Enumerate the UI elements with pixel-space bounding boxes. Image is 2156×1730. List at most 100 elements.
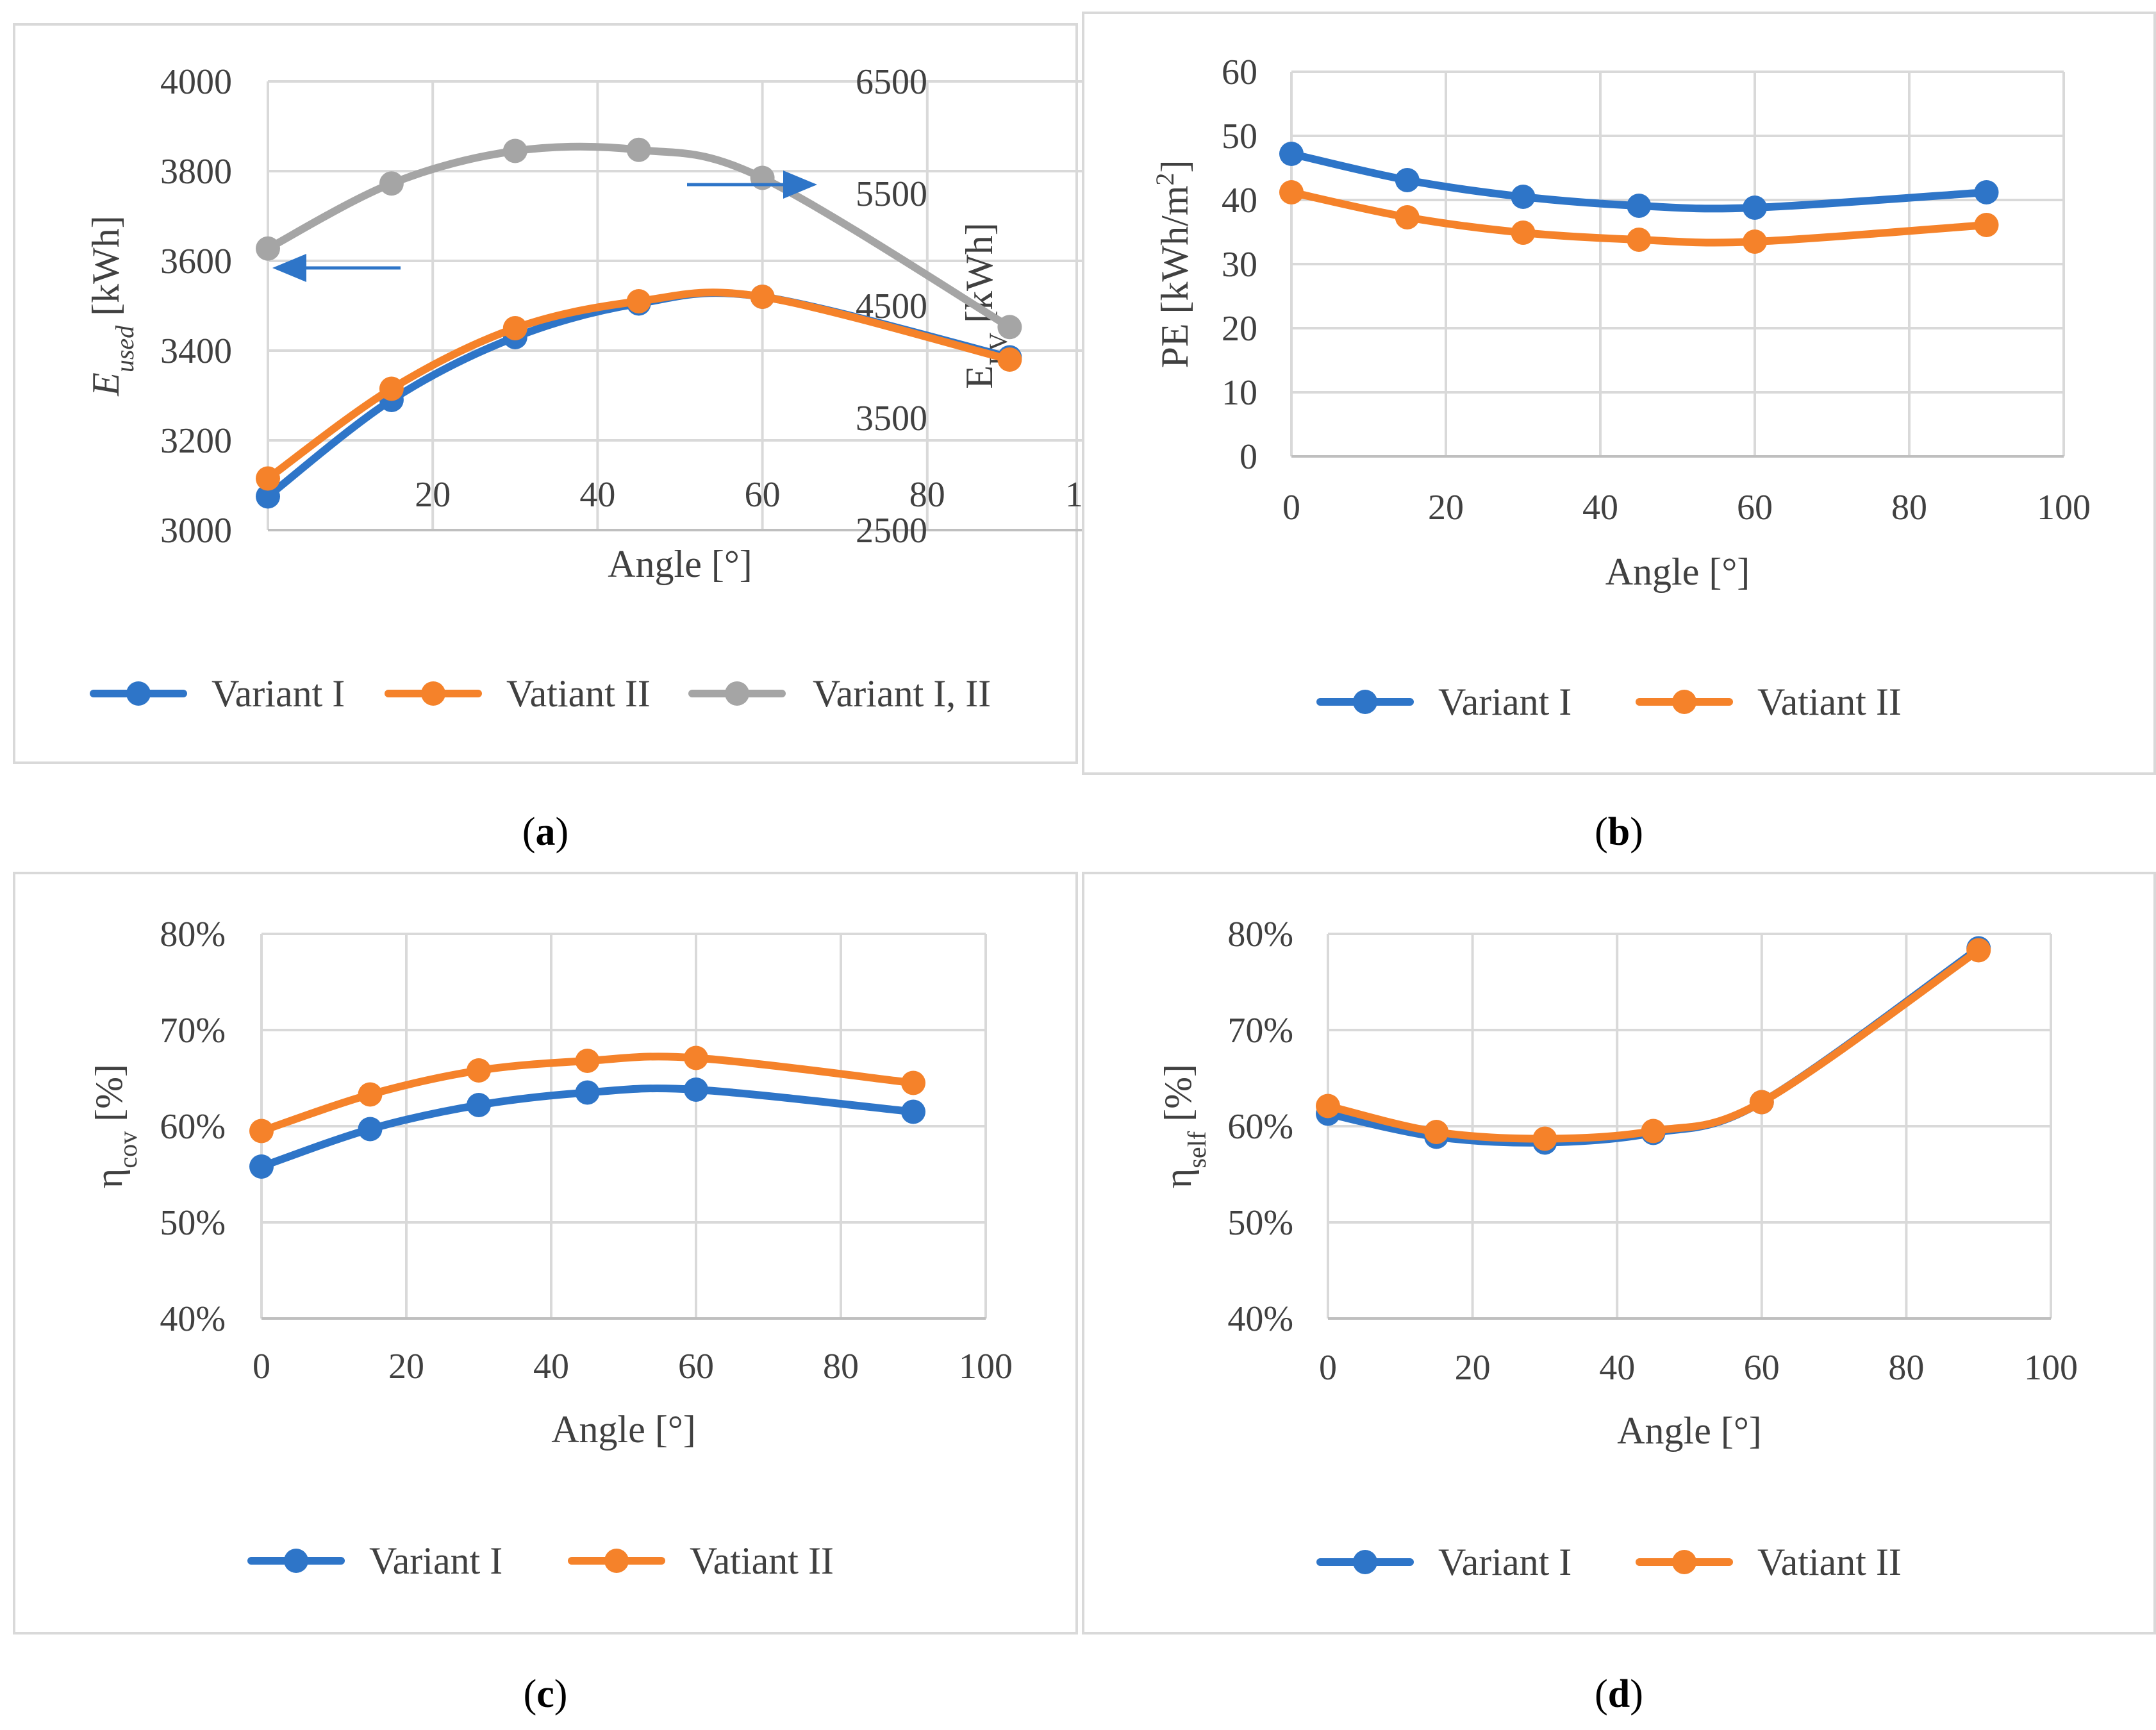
y2-tick-label: 5500 — [856, 174, 927, 214]
x-tick-label: 80 — [823, 1347, 859, 1386]
x-tick-label: 100 — [2024, 1348, 2078, 1388]
caption-letter: b — [1608, 810, 1630, 854]
y-axis-title-unit: [kWh] — [85, 215, 127, 326]
legend-label: Variant I, II — [813, 672, 991, 715]
data-point-variant2 — [1532, 1126, 1557, 1151]
x-tick-label: 20 — [415, 475, 451, 515]
y-tick-label: 10 — [1222, 373, 1257, 413]
y-axis-title-unit: [%] — [1157, 1064, 1199, 1131]
y-tick-label: 30 — [1222, 245, 1257, 285]
y-axis-title-main: E — [85, 372, 127, 397]
y-tick-label: 70% — [1227, 1011, 1293, 1051]
y-tick-label: 3800 — [160, 152, 232, 192]
y-axis-title: ηself [%] — [1157, 1064, 1211, 1188]
y-axis-title-main: PE [kWh/m — [1154, 186, 1196, 369]
y-axis-title-subscript: self — [1182, 1131, 1211, 1168]
panel-caption: (a) — [522, 810, 568, 854]
x-tick-label: 0 — [253, 1347, 270, 1386]
x-tick-label: 80 — [1891, 488, 1927, 528]
caption-open: ( — [522, 810, 536, 854]
x-tick-label: 60 — [1744, 1348, 1780, 1388]
data-point-variant1 — [256, 484, 280, 509]
x-tick-label: 80 — [1888, 1348, 1924, 1388]
chart-panel-b: 0 20 40 60 80 100 0 10 20 30 40 50 60 Angle [°] PE [kW… — [1082, 12, 2156, 854]
caption-letter: c — [536, 1672, 554, 1716]
caption-open: ( — [1595, 810, 1608, 854]
data-point-variant2 — [1316, 1094, 1340, 1119]
y-tick-label: 40% — [160, 1299, 226, 1339]
data-point-variant1 — [467, 1093, 491, 1117]
caption-open: ( — [524, 1672, 537, 1716]
x-tick-label: 0 — [1282, 488, 1300, 528]
data-point-variant2 — [626, 289, 651, 313]
legend-marker-variant2 — [604, 1549, 629, 1573]
legend-label: Variant I — [1438, 1541, 1571, 1583]
data-point-variant2 — [1641, 1119, 1666, 1144]
data-point-variant2 — [997, 347, 1022, 372]
data-point-variant2 — [1511, 220, 1536, 245]
x-tick-label: 0 — [1319, 1348, 1337, 1388]
y-tick-label: 70% — [160, 1011, 226, 1051]
y-tick-label: 20 — [1222, 309, 1257, 349]
data-point-variant2 — [502, 316, 527, 340]
y-axis-title-subscript: used — [110, 325, 139, 372]
data-point-variant2 — [256, 466, 280, 491]
x-tick-label: 40 — [533, 1347, 569, 1386]
data-point-variant12 — [379, 171, 404, 196]
x-tick-label: 40 — [579, 475, 615, 515]
y-tick-label: 0 — [1240, 437, 1257, 477]
data-point-variant2 — [901, 1070, 925, 1095]
y-tick-label: 50% — [1227, 1203, 1293, 1243]
data-point-variant2 — [1749, 1090, 1774, 1115]
data-point-variant12 — [256, 236, 280, 261]
caption-letter: d — [1608, 1672, 1630, 1716]
right-arrow-icon — [783, 171, 817, 199]
data-point-variant1 — [1511, 185, 1536, 209]
y-tick-label: 40% — [1227, 1299, 1293, 1339]
x-tick-label: 60 — [1737, 488, 1773, 528]
panel-caption: (c) — [524, 1672, 568, 1716]
caption-letter: a — [536, 810, 556, 854]
y-axis-title: ηcov [%] — [88, 1064, 142, 1188]
y-tick-label: 50 — [1222, 117, 1257, 156]
chart-frame — [13, 872, 1078, 1634]
data-point-variant1 — [249, 1154, 274, 1179]
y-tick-label: 3200 — [160, 421, 232, 461]
data-point-variant1 — [1627, 194, 1652, 218]
y-tick-label: 80% — [1227, 915, 1293, 954]
data-point-variant2 — [1966, 938, 1991, 963]
series-line-variant2 — [264, 288, 1014, 483]
x-tick-label: 100 — [2037, 488, 2091, 528]
data-point-variant2 — [1395, 205, 1420, 229]
chart-panel-a: 0204060801003000320034003600380040002500… — [13, 23, 1119, 854]
y-axis-title-unit: ] — [1154, 160, 1196, 173]
legend-label: Vatiant II — [1757, 1541, 1902, 1583]
legend-label: Vatiant II — [1757, 681, 1902, 723]
x-tick-label: 60 — [745, 475, 781, 515]
data-point-variant2 — [379, 376, 404, 401]
x-tick-label: 20 — [1455, 1348, 1491, 1388]
legend-marker-variant12 — [725, 681, 749, 706]
data-point-variant12 — [626, 137, 651, 162]
y-axis-title: PE [kWh/m2] — [1150, 160, 1197, 369]
legend-marker-variant2 — [421, 681, 445, 706]
legend-label: Vatiant II — [506, 672, 651, 715]
panel-caption: (b) — [1595, 810, 1643, 854]
legend-marker-variant2 — [1672, 1550, 1696, 1574]
y-tick-label: 60% — [1227, 1107, 1293, 1147]
x-tick-label: 60 — [678, 1347, 714, 1386]
data-point-variant2 — [750, 285, 775, 309]
caption-close: ) — [556, 810, 569, 854]
y-tick-label: 60 — [1222, 53, 1257, 92]
y-tick-label: 60% — [160, 1107, 226, 1147]
y2-tick-label: 2500 — [856, 511, 927, 551]
data-point-variant2 — [1974, 213, 1999, 237]
legend-label: Vatiant II — [690, 1540, 834, 1582]
y-axis-title-main: η — [1157, 1169, 1199, 1188]
data-point-variant12 — [997, 315, 1022, 340]
data-point-variant1 — [684, 1077, 708, 1102]
legend-label: Variant I — [211, 672, 345, 715]
x-tick-label: 40 — [1599, 1348, 1635, 1388]
data-point-variant2 — [249, 1119, 274, 1144]
y-tick-label: 40 — [1222, 181, 1257, 220]
